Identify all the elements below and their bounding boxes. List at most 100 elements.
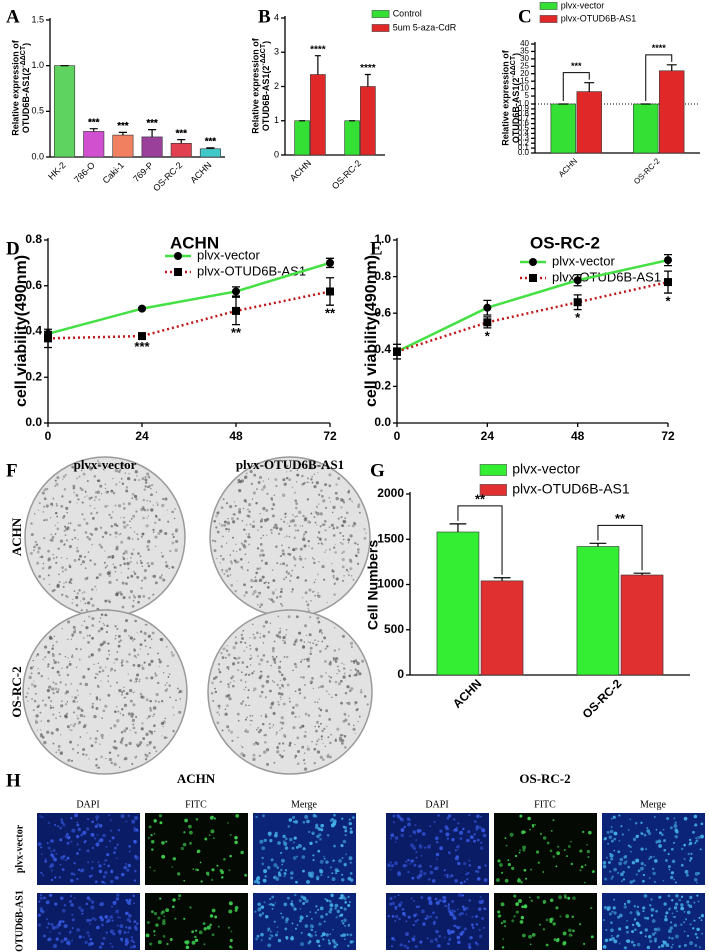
cell <box>309 842 312 845</box>
colony <box>30 552 33 555</box>
cell <box>39 815 41 817</box>
cell <box>312 854 314 856</box>
colony <box>340 680 343 683</box>
cell <box>341 878 344 881</box>
colony <box>52 667 54 669</box>
colony <box>253 474 256 477</box>
marker <box>232 307 240 315</box>
colony <box>92 703 94 705</box>
cell <box>568 845 571 848</box>
significance: *** <box>571 61 582 71</box>
colony <box>226 725 229 728</box>
colony <box>358 503 361 506</box>
colony <box>98 663 99 664</box>
colony <box>351 575 353 577</box>
cell <box>695 933 698 936</box>
colony <box>61 628 63 630</box>
marker <box>232 287 240 295</box>
cell <box>116 893 119 896</box>
colony <box>226 650 228 652</box>
marker <box>664 278 672 286</box>
cell <box>405 861 407 863</box>
colony <box>68 582 70 584</box>
cell <box>618 814 620 816</box>
cell <box>104 859 107 862</box>
cell <box>609 912 612 915</box>
cell <box>411 877 414 880</box>
colony <box>126 486 128 488</box>
colony <box>304 731 306 733</box>
colony <box>77 717 79 719</box>
bar <box>113 135 133 157</box>
colony <box>292 514 294 516</box>
colony <box>329 742 332 745</box>
cell <box>515 902 519 906</box>
cell <box>623 861 626 864</box>
cell <box>267 928 270 931</box>
cell <box>692 831 695 834</box>
colony <box>140 555 142 557</box>
colony <box>174 549 177 552</box>
cell <box>296 856 298 858</box>
colony <box>164 532 167 535</box>
cell <box>310 929 313 932</box>
colony <box>136 657 138 659</box>
cell <box>614 832 618 836</box>
colony <box>102 737 104 739</box>
cell <box>647 946 650 949</box>
cell <box>118 829 120 831</box>
colony <box>131 763 133 765</box>
cell <box>448 903 450 905</box>
colony <box>304 752 306 754</box>
colony <box>151 639 152 640</box>
cell <box>72 918 75 921</box>
colony <box>228 528 230 530</box>
cell <box>159 821 162 824</box>
colony <box>328 694 329 695</box>
colony <box>275 545 278 548</box>
cell <box>683 921 685 923</box>
y-tick-label: 0.4 <box>25 324 42 338</box>
colony <box>306 635 308 637</box>
colony <box>43 537 45 539</box>
cell <box>298 844 300 846</box>
colony <box>255 502 258 505</box>
cell <box>483 907 485 909</box>
cell <box>313 814 317 818</box>
cell <box>456 936 460 940</box>
cell <box>451 909 453 911</box>
colony <box>262 576 265 579</box>
colony <box>307 478 309 480</box>
cell <box>271 896 274 899</box>
micrograph <box>37 813 140 885</box>
cell <box>38 914 41 917</box>
cell <box>479 929 481 931</box>
cell <box>619 914 623 918</box>
colony <box>214 549 217 552</box>
cell <box>435 866 439 870</box>
cell <box>557 846 559 848</box>
cell <box>146 934 150 938</box>
colony <box>31 672 33 674</box>
cell <box>133 895 135 897</box>
colony <box>133 549 135 551</box>
colony <box>130 730 131 731</box>
colony <box>302 645 305 648</box>
cell <box>291 900 293 902</box>
colony <box>310 600 312 602</box>
colony <box>43 578 45 580</box>
significance: *** <box>147 118 158 128</box>
cell <box>133 827 136 830</box>
cell <box>450 874 453 877</box>
cell <box>675 935 679 939</box>
colony <box>323 579 325 581</box>
colony <box>142 477 145 480</box>
cell <box>538 861 540 863</box>
colony <box>51 647 54 650</box>
x-tick-label: OS-RC-2 <box>580 676 625 721</box>
colony <box>146 545 149 548</box>
colony <box>146 472 149 475</box>
colony <box>28 688 30 690</box>
colony <box>134 572 136 574</box>
cell <box>637 906 639 908</box>
